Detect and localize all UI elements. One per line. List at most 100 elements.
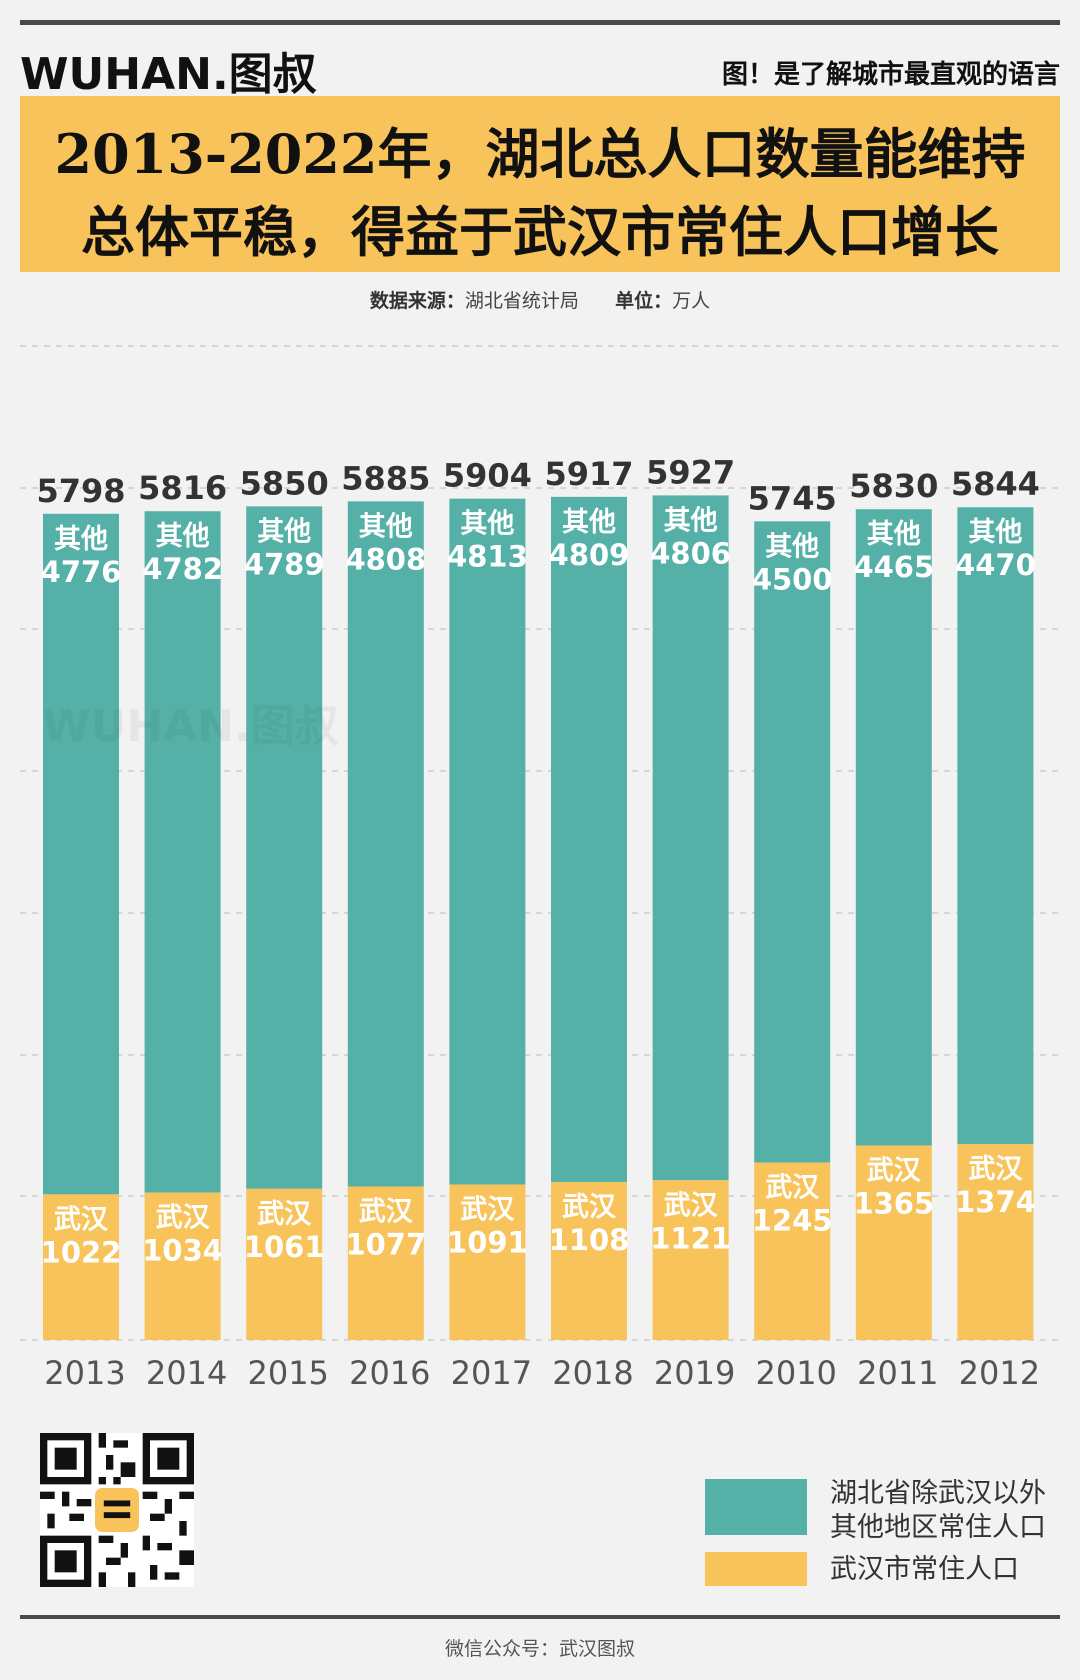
bar-wuhan-2015: [246, 1188, 323, 1340]
legend-swatch-other: [705, 1479, 807, 1535]
wuhan-value-label-2016: 1077: [345, 1228, 426, 1262]
other-series-label-2019: 其他: [664, 505, 718, 536]
x-tick-label-2010: 2010: [755, 1354, 836, 1392]
other-value-label-2017: 4813: [447, 540, 528, 574]
x-tick-label-2016: 2016: [349, 1354, 430, 1392]
wuhan-series-label-2012: 武汉: [968, 1154, 1023, 1185]
total-label-2018: 5917: [544, 455, 633, 493]
other-value-label-2013: 4776: [41, 555, 122, 589]
bar-wuhan-2019: [652, 1180, 729, 1340]
bar-other-2017: [449, 498, 526, 1185]
bar-wuhan-2018: [551, 1182, 627, 1340]
total-label-2013: 5798: [36, 472, 125, 510]
bar-wuhan-2011: [855, 1145, 932, 1340]
bar-wuhan-2017: [449, 1184, 526, 1340]
legend-swatch-wuhan: [705, 1552, 807, 1586]
other-value-label-2012: 4470: [955, 548, 1036, 582]
other-series-label-2014: 其他: [156, 521, 210, 552]
other-value-label-2010: 4500: [752, 562, 833, 596]
wuhan-value-label-2015: 1061: [244, 1230, 325, 1264]
bar-other-2014: [144, 511, 221, 1193]
legend-label-other: 湖北省除武汉以外其他地区常住人口: [830, 1478, 1046, 1543]
bar-wuhan-2012: [957, 1144, 1034, 1340]
wuhan-series-label-2013: 武汉: [54, 1204, 109, 1235]
x-tick-label-2011: 2011: [857, 1354, 938, 1392]
source-value: 湖北省统计局: [464, 290, 579, 312]
wuhan-series-label-2011: 武汉: [867, 1155, 922, 1186]
bar-wuhan-2010: [754, 1162, 831, 1340]
bar-wuhan-2016: [347, 1186, 424, 1340]
x-tick-label-2015: 2015: [247, 1354, 328, 1392]
slogan: 图！是了解城市最直观的语言: [721, 60, 1060, 90]
other-series-label-2016: 其他: [359, 511, 413, 542]
qr-code-icon: [40, 1433, 194, 1587]
bar-other-2010: [754, 521, 831, 1163]
x-tick-label-2013: 2013: [44, 1354, 125, 1392]
bar-wuhan-2013: [43, 1194, 119, 1340]
other-value-label-2019: 4806: [650, 536, 731, 570]
wuhan-value-label-2014: 1034: [142, 1234, 223, 1268]
wuhan-series-label-2016: 武汉: [359, 1197, 414, 1228]
source-line: 数据来源：湖北省统计局 单位：万人: [0, 286, 1080, 313]
wuhan-value-label-2017: 1091: [447, 1226, 528, 1260]
x-tick-label-2019: 2019: [654, 1354, 735, 1392]
other-series-label-2012: 其他: [968, 517, 1022, 548]
wuhan-series-label-2014: 武汉: [156, 1203, 211, 1234]
wuhan-value-label-2013: 1022: [41, 1235, 122, 1269]
bottom-rule: [20, 1615, 1060, 1619]
title-line-2: 总体平稳，得益于武汉市常住人口增长: [81, 200, 999, 264]
wuhan-value-label-2012: 1374: [955, 1185, 1036, 1219]
wuhan-value-label-2018: 1108: [549, 1223, 630, 1257]
total-label-2015: 5850: [240, 464, 329, 502]
total-label-2012: 5844: [951, 465, 1040, 503]
bar-other-2012: [957, 507, 1034, 1145]
total-label-2011: 5830: [849, 467, 938, 505]
other-series-label-2018: 其他: [562, 507, 616, 538]
x-tick-label-2017: 2017: [451, 1354, 532, 1392]
other-series-label-2015: 其他: [257, 516, 311, 547]
other-value-label-2018: 4809: [549, 538, 630, 572]
total-label-2017: 5904: [443, 457, 532, 495]
bar-other-2018: [551, 496, 627, 1183]
bar-other-2011: [855, 509, 932, 1146]
x-tick-label-2018: 2018: [552, 1354, 633, 1392]
other-value-label-2014: 4782: [142, 552, 223, 586]
watermark: WUHAN.图叔: [42, 701, 339, 752]
other-series-label-2017: 其他: [460, 509, 514, 540]
wuhan-series-label-2019: 武汉: [664, 1190, 719, 1221]
bar-other-2013: [43, 513, 119, 1195]
wuhan-value-label-2019: 1121: [650, 1221, 731, 1255]
x-tick-label-2012: 2012: [959, 1354, 1040, 1392]
other-series-label-2010: 其他: [765, 531, 819, 562]
total-label-2010: 5745: [748, 479, 837, 517]
other-series-label-2013: 其他: [54, 524, 108, 555]
unit-value: 万人: [672, 290, 711, 312]
wuhan-series-label-2010: 武汉: [765, 1173, 820, 1204]
wuhan-value-label-2010: 1245: [752, 1204, 833, 1238]
bar-other-2016: [347, 501, 424, 1187]
wuhan-series-label-2017: 武汉: [460, 1195, 515, 1226]
unit-label: 单位：: [615, 290, 673, 312]
wuhan-series-label-2018: 武汉: [562, 1192, 617, 1223]
bar-wuhan-2014: [144, 1192, 221, 1340]
bar-other-2019: [652, 495, 729, 1181]
title-line-1: 2013-2022年，湖北总人口数量能维持: [54, 122, 1026, 186]
title-box: 2013-2022年，湖北总人口数量能维持 总体平稳，得益于武汉市常住人口增长: [20, 96, 1060, 272]
total-label-2014: 5816: [138, 469, 227, 507]
wuhan-value-label-2011: 1365: [853, 1186, 934, 1220]
wuhan-series-label-2015: 武汉: [257, 1199, 312, 1230]
source-label: 数据来源：: [369, 290, 465, 312]
x-tick-label-2014: 2014: [146, 1354, 227, 1392]
total-label-2019: 5927: [646, 453, 735, 491]
other-series-label-2011: 其他: [867, 519, 921, 550]
other-value-label-2015: 4789: [244, 547, 325, 581]
legend-label-wuhan: 武汉市常住人口: [830, 1554, 1019, 1585]
brand-logo: WUHAN.图叔: [20, 49, 317, 100]
other-value-label-2011: 4465: [853, 550, 934, 584]
footer-credit: 微信公众号：武汉图叔: [444, 1638, 635, 1660]
bar-other-2015: [246, 506, 323, 1189]
total-label-2016: 5885: [341, 459, 430, 497]
top-rule: [20, 20, 1060, 25]
other-value-label-2016: 4808: [345, 542, 426, 576]
